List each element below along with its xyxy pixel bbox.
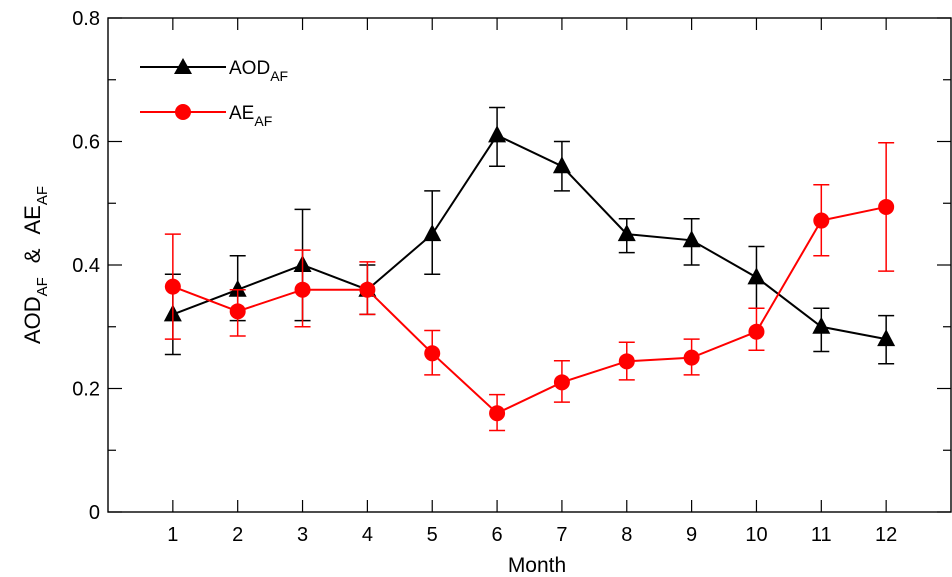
- x-tick-label: 4: [362, 524, 373, 546]
- point-aod: [552, 156, 571, 174]
- point-ae: [618, 353, 635, 370]
- y-tick-labels: 0 0.2 0.4 0.6 0.8: [72, 8, 100, 524]
- point-ae: [748, 323, 765, 340]
- point-ae: [553, 374, 570, 391]
- x-tick-label: 5: [427, 524, 438, 546]
- legend-marker-ae: [175, 104, 191, 120]
- x-tick-label: 7: [556, 524, 567, 546]
- line-aod: [172, 134, 887, 341]
- y-tick-label: 0: [89, 502, 100, 524]
- legend-item-ae: AEAF: [140, 103, 272, 129]
- x-tick-label: 8: [621, 524, 632, 546]
- x-tick-labels: 1 2 3 4 5 6 7 8 9 10 11 12: [167, 524, 897, 546]
- point-ae: [683, 349, 700, 366]
- point-ae: [878, 198, 895, 215]
- series-aod: [163, 106, 896, 365]
- x-tick-label: 6: [492, 524, 503, 546]
- x-tick-label: 3: [297, 524, 308, 546]
- axis-ticks: [108, 17, 951, 513]
- x-tick-label: 9: [686, 524, 697, 546]
- point-aod: [488, 125, 507, 143]
- y-tick-label: 0.2: [72, 379, 100, 401]
- point-ae: [489, 405, 506, 422]
- y-axis-label: AODAF&AEAF: [20, 186, 51, 344]
- x-tick-label: 12: [875, 524, 897, 546]
- y-axis-label-part2: AE: [20, 205, 45, 234]
- point-ae: [424, 345, 441, 362]
- x-axis-label: Month: [508, 554, 566, 577]
- legend-label-aod-main: AOD: [229, 58, 270, 79]
- y-axis-label-part1: AOD: [20, 296, 45, 344]
- point-aod: [228, 279, 247, 297]
- y-tick-label: 0.6: [72, 132, 100, 154]
- point-aod: [617, 224, 636, 242]
- legend-marker-aod: [174, 58, 192, 74]
- x-tick-label: 10: [745, 524, 767, 546]
- legend: AODAF AEAF: [140, 58, 288, 129]
- point-aod: [877, 329, 896, 347]
- point-aod: [747, 267, 766, 285]
- x-tick-label: 1: [167, 524, 178, 546]
- y-axis-label-amp: &: [20, 248, 45, 263]
- point-ae: [813, 212, 830, 229]
- y-axis-label-part1-sub: AF: [34, 277, 51, 296]
- line-ae: [172, 205, 887, 415]
- point-aod: [812, 316, 831, 334]
- y-tick-label: 0.4: [72, 255, 100, 277]
- point-aod: [423, 224, 442, 242]
- x-tick-label: 2: [232, 524, 243, 546]
- point-aod: [682, 230, 701, 248]
- point-ae: [359, 281, 376, 298]
- y-axis-label-part2-sub: AF: [34, 186, 51, 205]
- legend-item-aod: AODAF: [140, 58, 288, 84]
- plot-frame: [107, 17, 952, 513]
- y-tick-label: 0.8: [72, 8, 100, 30]
- legend-label-ae: AEAF: [229, 103, 272, 129]
- point-ae: [229, 303, 246, 320]
- legend-label-ae-main: AE: [229, 103, 254, 124]
- point-ae: [294, 281, 311, 298]
- series-ae: [164, 141, 895, 432]
- point-ae: [164, 278, 181, 295]
- legend-label-aod-sub: AF: [270, 68, 288, 84]
- x-tick-label: 11: [811, 524, 832, 546]
- legend-label-ae-sub: AF: [254, 113, 272, 129]
- series-layer: [163, 106, 896, 432]
- legend-label-aod: AODAF: [229, 58, 288, 84]
